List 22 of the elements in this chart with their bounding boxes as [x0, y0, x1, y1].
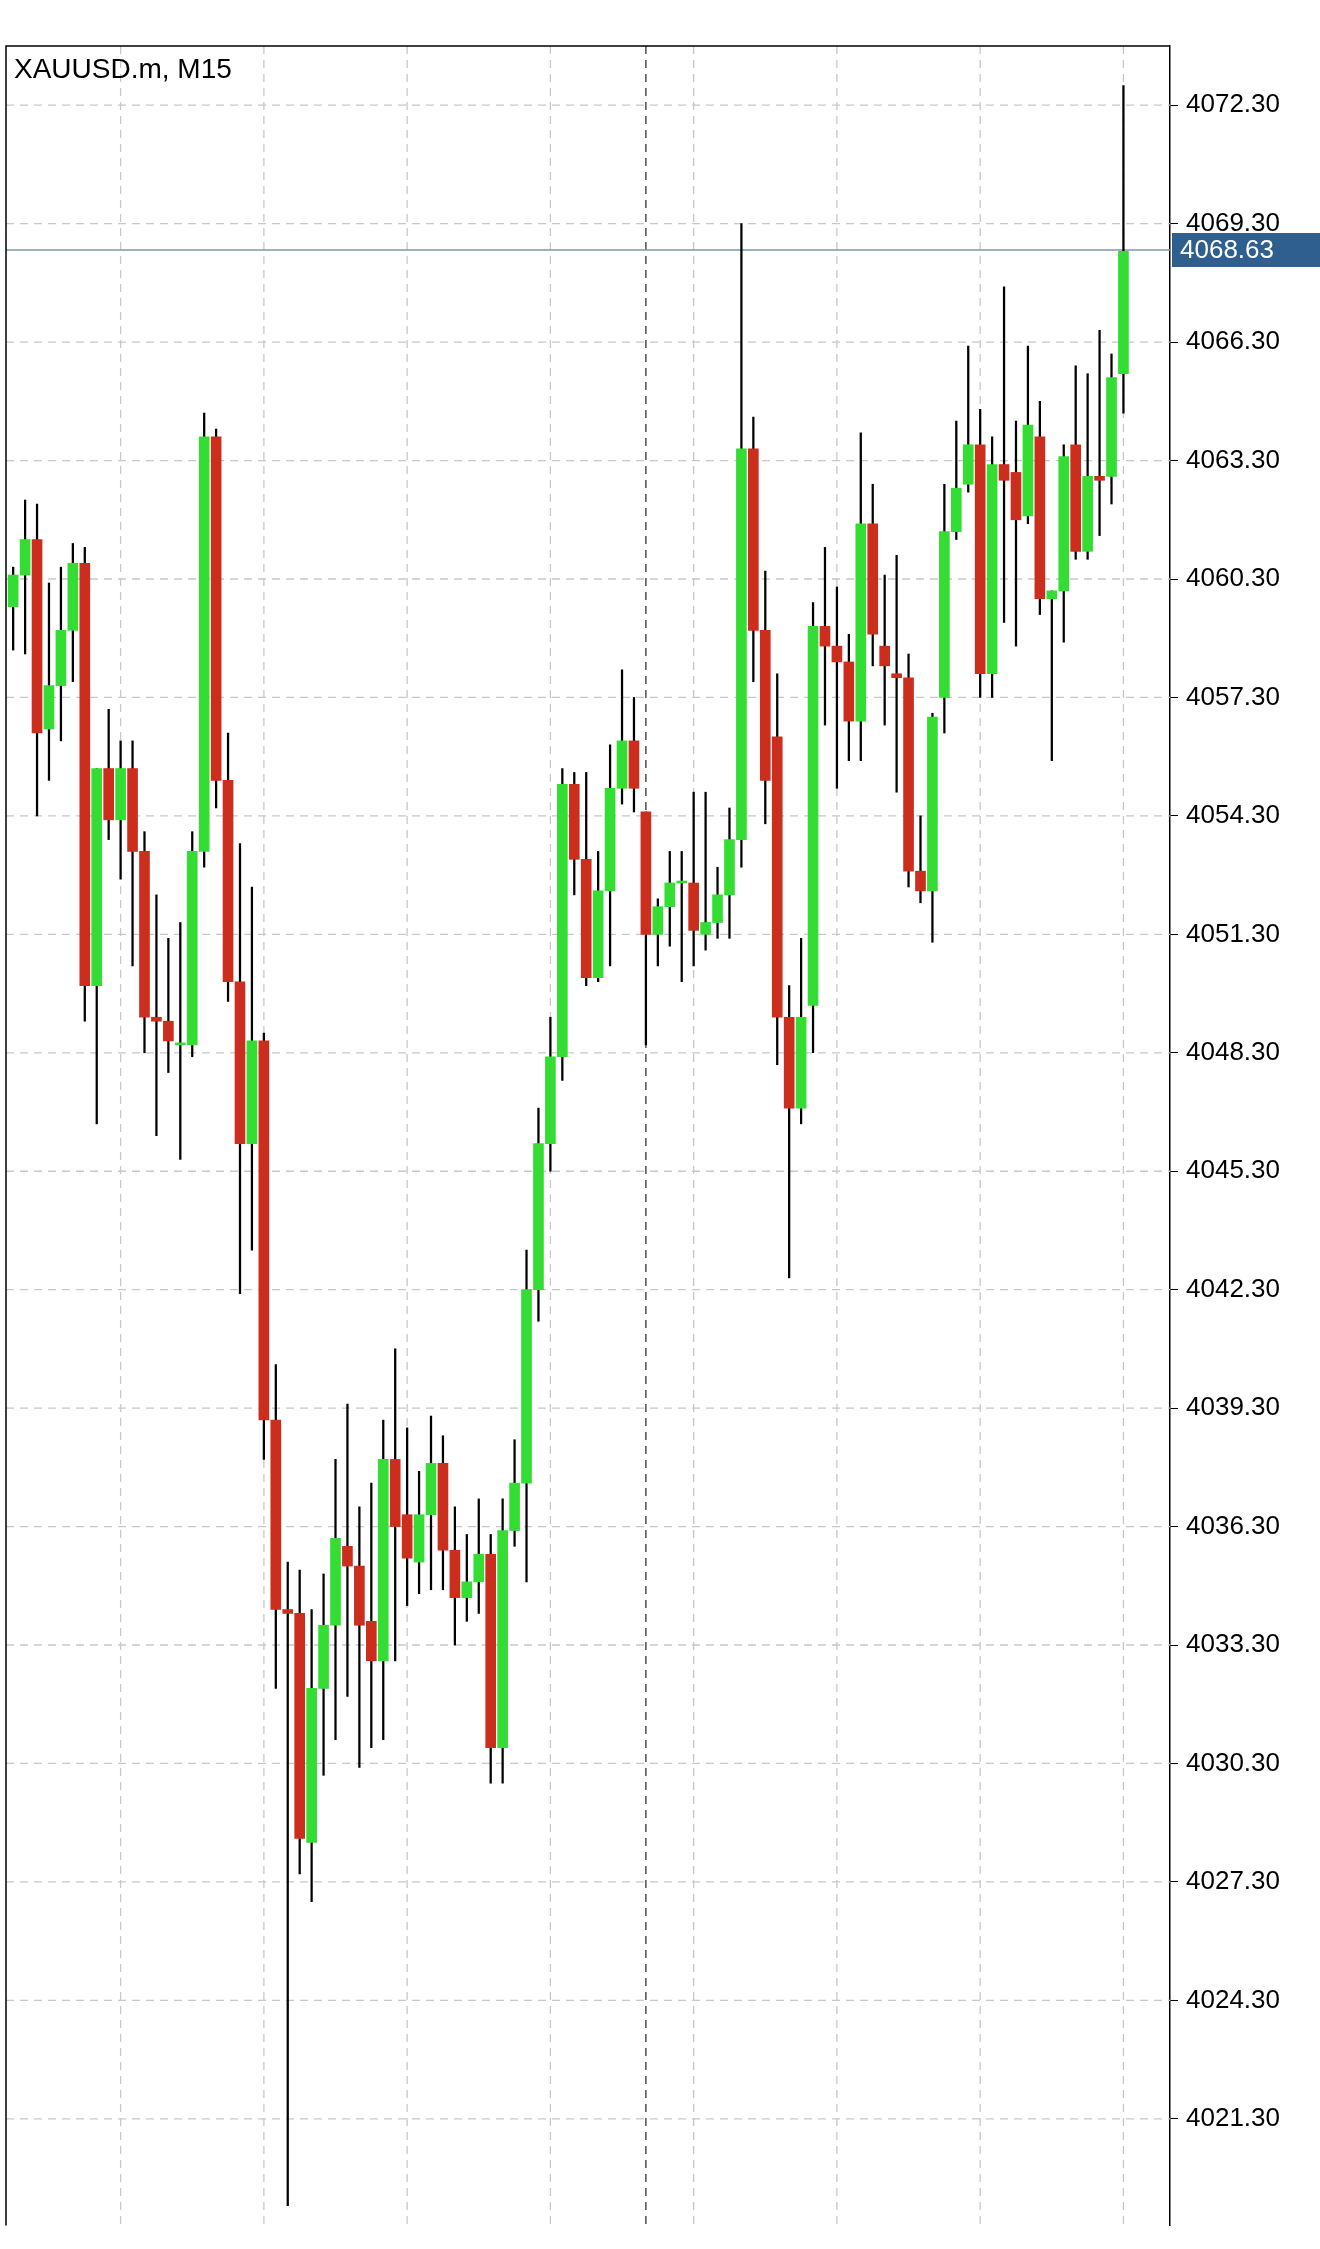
- y-tick-label: 4054.30: [1186, 799, 1280, 830]
- chart-title: XAUUSD.m, M15: [14, 52, 232, 84]
- y-tick-label: 4045.30: [1186, 1154, 1280, 1185]
- y-tick-label: 4039.30: [1186, 1391, 1280, 1422]
- y-tick-label: 4057.30: [1186, 680, 1280, 711]
- y-tick-label: 4027.30: [1186, 1865, 1280, 1896]
- y-tick-label: 4060.30: [1186, 562, 1280, 593]
- y-tick-label: 4042.30: [1186, 1272, 1280, 1303]
- ref-line-label: 4068.63: [1180, 234, 1274, 265]
- y-tick-label: 4030.30: [1186, 1746, 1280, 1777]
- y-tick-label: 4066.30: [1186, 325, 1280, 356]
- y-tick-label: 4072.30: [1186, 88, 1280, 119]
- candlestick: [342, 1403, 353, 1697]
- candlestick: [1094, 329, 1105, 536]
- y-tick-label: 4048.30: [1186, 1035, 1280, 1066]
- y-tick-label: 4069.30: [1186, 206, 1280, 237]
- y-tick-label: 4033.30: [1186, 1628, 1280, 1659]
- y-tick-label: 4024.30: [1186, 1983, 1280, 2014]
- y-tick-label: 4051.30: [1186, 917, 1280, 948]
- y-tick-label: 4036.30: [1186, 1509, 1280, 1540]
- y-tick-label: 4063.30: [1186, 443, 1280, 474]
- y-tick-label: 4021.30: [1186, 2101, 1280, 2132]
